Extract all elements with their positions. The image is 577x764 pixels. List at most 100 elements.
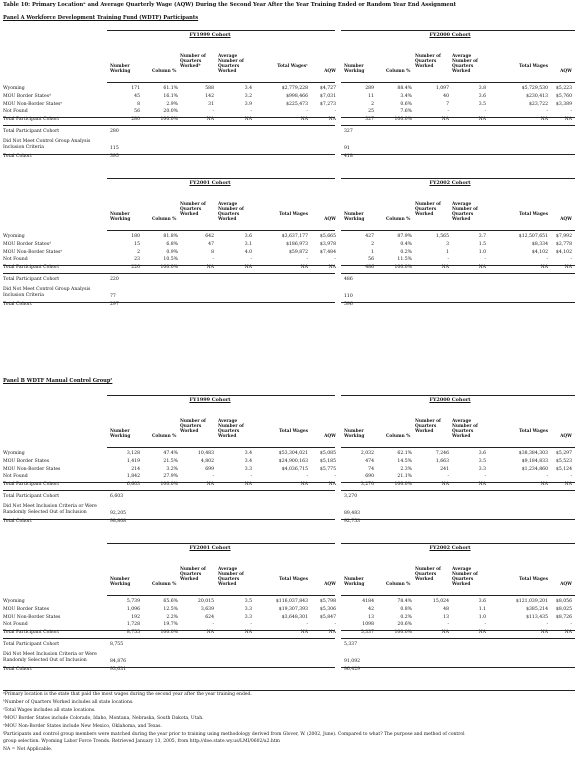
table-cell: 3.3 bbox=[244, 614, 252, 620]
row-label: MOU Border Statesᵈ bbox=[3, 93, 51, 99]
total-label: Total Participant Cohort bbox=[3, 642, 60, 647]
table-cell: $12,507,651 bbox=[518, 234, 548, 239]
table-cell: $5,847 bbox=[319, 614, 336, 620]
row-label: Not Found bbox=[3, 622, 28, 628]
table-cell: NA bbox=[441, 630, 449, 636]
total-label: Total Cohort bbox=[3, 519, 33, 524]
total-value: 596 bbox=[344, 302, 353, 307]
table-cell: - bbox=[306, 474, 308, 480]
block-top-rule bbox=[107, 543, 335, 544]
cohort-total-rule bbox=[107, 301, 335, 303]
table-cell: 11.5% bbox=[397, 257, 412, 263]
table-cell: 6,603 bbox=[126, 482, 140, 488]
table-cell: 3.4 bbox=[244, 451, 252, 456]
table-cell: $3,637,177 bbox=[281, 234, 308, 239]
table-cell: - bbox=[212, 109, 214, 115]
label-rule bbox=[3, 124, 107, 126]
table-cell: 241 bbox=[440, 466, 449, 472]
panel-header: Panel B WDTF Manual Control Groupᶠ bbox=[3, 378, 113, 384]
table-cell: 3.4 bbox=[244, 86, 252, 91]
table-cell: 3,639 bbox=[200, 606, 214, 612]
column-header: AQW bbox=[560, 434, 572, 439]
table-cell: 1,419 bbox=[126, 458, 140, 464]
table-cell: $230,413 bbox=[526, 93, 548, 99]
table-cell: 3.3 bbox=[244, 466, 252, 472]
table-cell: 642 bbox=[205, 234, 214, 239]
cohort-total-rule bbox=[341, 153, 575, 155]
cohort-title: FY2001 Cohort bbox=[189, 180, 231, 186]
table-cell: $8,056 bbox=[555, 599, 572, 604]
total-value: 91 bbox=[344, 146, 350, 151]
table-cell: - bbox=[212, 622, 214, 628]
total-value: 84,876 bbox=[110, 659, 127, 664]
table-cell: 3.5 bbox=[244, 599, 252, 604]
table-cell: NA bbox=[478, 630, 486, 636]
block-top-rule bbox=[341, 30, 575, 31]
table-cell: 62.1% bbox=[397, 451, 412, 456]
row-label: Wyoming bbox=[3, 599, 25, 604]
table-cell: 4.0 bbox=[244, 249, 252, 255]
table-cell: 3,128 bbox=[126, 451, 140, 456]
column-header: AQW bbox=[560, 69, 572, 74]
column-header: Total Wages bbox=[279, 429, 308, 434]
table-cell: 13 bbox=[368, 614, 374, 620]
column-header: Number of Quarters Worked bbox=[180, 202, 206, 217]
column-header: Number Working bbox=[344, 64, 365, 74]
table-cell: 65.6% bbox=[163, 599, 178, 604]
table-cell: NA bbox=[206, 630, 214, 636]
cohort-total-rule bbox=[341, 301, 575, 303]
table-cell: 588 bbox=[205, 86, 214, 91]
column-header: Number Working bbox=[110, 577, 131, 587]
table-cell: 74 bbox=[368, 466, 374, 472]
table-cell: 486 bbox=[365, 265, 374, 271]
column-header: AQW bbox=[324, 434, 336, 439]
table-cell: NA bbox=[478, 117, 486, 123]
table-cell: 2 bbox=[371, 241, 374, 247]
table-cell: 3.7 bbox=[478, 234, 486, 239]
table-cell: 56 bbox=[134, 109, 140, 115]
table-cell: - bbox=[334, 109, 336, 115]
column-header: Average Number of Quarters Worked bbox=[452, 567, 478, 587]
table-cell: - bbox=[447, 257, 449, 263]
column-header: Total Wages bbox=[279, 212, 308, 217]
table-cell: 21.1% bbox=[397, 474, 412, 480]
table-cell: - bbox=[250, 622, 252, 628]
column-header: Number Working bbox=[344, 429, 365, 439]
table-cell: $5,306 bbox=[319, 606, 336, 612]
table-cell: $5,775 bbox=[319, 466, 336, 472]
table-cell: 3.5 bbox=[478, 458, 486, 464]
block-top-rule bbox=[107, 178, 335, 179]
table-cell: 100.0% bbox=[394, 117, 412, 123]
table-cell: 1,728 bbox=[126, 622, 140, 628]
table-cell: 42 bbox=[368, 606, 374, 612]
table-cell: 81.8% bbox=[163, 234, 178, 239]
cohort-title: FY2000 Cohort bbox=[429, 32, 471, 38]
table-cell: - bbox=[570, 109, 572, 115]
table-cell: 1 bbox=[371, 249, 374, 255]
table-cell: $59,872 bbox=[289, 249, 308, 255]
table-cell: NA bbox=[328, 265, 336, 271]
column-header: Column % bbox=[152, 217, 177, 222]
total-value: 5,337 bbox=[344, 642, 358, 647]
footnote: ᵉMOU Non-Border States include New Mexic… bbox=[3, 724, 162, 729]
total-label: Total Cohort bbox=[3, 302, 33, 307]
table-cell: 3.6 bbox=[478, 93, 486, 99]
total-row-rule bbox=[341, 481, 575, 483]
table-cell: 690 bbox=[365, 474, 374, 480]
table-cell: 16.1% bbox=[163, 93, 178, 99]
total-label: Total Cohort bbox=[3, 667, 33, 672]
total-label: Did Not Meet Control Group Analysis Incl… bbox=[3, 139, 91, 150]
table-cell: 3.2% bbox=[166, 466, 178, 472]
total-row-rule bbox=[341, 116, 575, 118]
table-cell: $7,992 bbox=[555, 234, 572, 239]
total-value: 77 bbox=[110, 294, 116, 299]
table-cell: - bbox=[484, 474, 486, 480]
footnote: ᶜTotal Wages includes all state location… bbox=[3, 708, 96, 713]
table-cell: 20.6% bbox=[397, 622, 412, 628]
table-cell: 3.2 bbox=[244, 93, 252, 99]
row-label: MOU Non-Border Statesᵉ bbox=[3, 101, 63, 107]
column-header: Number of Quarters Worked bbox=[180, 419, 206, 434]
table-cell: - bbox=[570, 474, 572, 480]
table-cell: 3 bbox=[446, 241, 449, 247]
table-cell: NA bbox=[244, 117, 252, 123]
